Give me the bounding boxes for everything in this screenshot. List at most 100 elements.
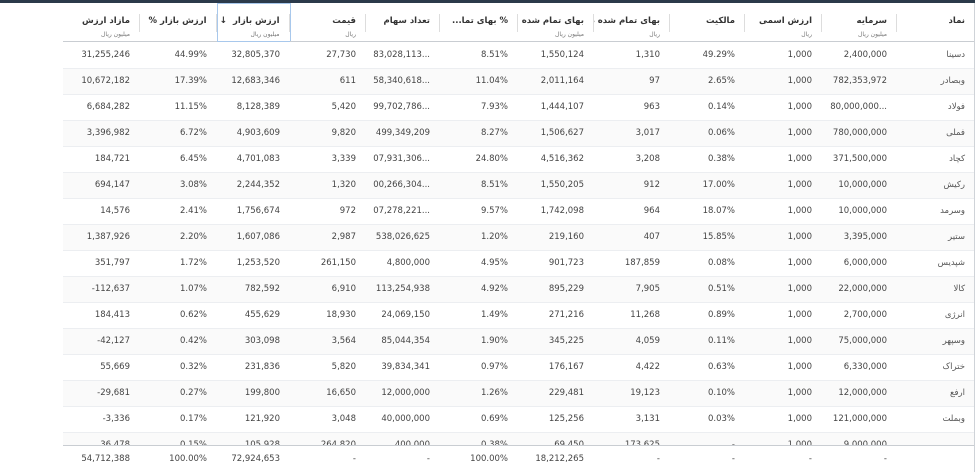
column-header[interactable]: % بهای تما...	[440, 3, 518, 42]
table-cell: 1,000	[745, 406, 822, 433]
table-cell: 1,320	[290, 172, 366, 199]
table-cell: 901,723	[518, 250, 594, 277]
column-unit: ریال	[801, 30, 812, 38]
table-cell: 219,160	[518, 224, 594, 251]
table-cell: 1.90%	[440, 328, 518, 355]
table-cell: 1,000	[745, 354, 822, 381]
table-cell: 1,444,107	[518, 94, 594, 121]
table-cell: 3,336-	[63, 406, 140, 433]
table-cell: 11,268	[594, 302, 670, 329]
column-header[interactable]: مالکیت	[670, 3, 745, 42]
table-row[interactable]: وبملت 121,000,000 1,000 0.03% 3,131 125,256 0.…	[63, 406, 974, 433]
table-row[interactable]: فملی 780,000,000 1,000 0.06% 3,017 1,506,627 8…	[63, 120, 974, 147]
table-body[interactable]: دسینا 2,400,000 1,000 49.29% 1,310 1,550,124 8…	[63, 42, 974, 446]
table-cell: 11.04%	[440, 68, 518, 95]
table-row[interactable]: فولاد ...80,000,000 1,000 0.14% 963 1,444,107…	[63, 94, 974, 121]
table-row[interactable]: وبصادر 782,353,972 1,000 2.65% 97 2,011,164 11…	[63, 68, 974, 95]
column-header[interactable]: بهای تمام شده میلیون ریال	[518, 3, 594, 42]
table-row[interactable]: وسرمد 10,000,000 1,000 18.07% 964 1,742,098 9.…	[63, 198, 974, 225]
table-cell: 9.57%	[440, 198, 518, 225]
table-cell: 1,506,627	[518, 120, 594, 147]
table-cell: 3,208	[594, 146, 670, 173]
table-row[interactable]: ارفع 12,000,000 1,000 0.10% 19,123 229,481 1.2…	[63, 380, 974, 407]
table-cell: 2,244,352	[217, 172, 290, 199]
table-cell: 0.38%	[670, 146, 745, 173]
table-cell: 229,481	[518, 380, 594, 407]
table-cell: 1,253,520	[217, 250, 290, 277]
table-cell: 125,256	[518, 406, 594, 433]
table-cell: 1,756,674	[217, 198, 290, 225]
table-cell: 3,339	[290, 146, 366, 173]
total-cell: -	[594, 446, 670, 472]
table-cell: 1.49%	[440, 302, 518, 329]
column-unit: میلیون ریال	[858, 30, 887, 38]
table-cell: 2,987	[290, 224, 366, 251]
table-row[interactable]: کچاد 371,500,000 1,000 0.38% 3,208 4,516,362 2…	[63, 146, 974, 173]
symbol-cell: ستیر	[897, 224, 974, 251]
table-cell: 55,669	[63, 354, 140, 381]
total-cell: 18,212,265	[518, 446, 594, 472]
table-cell: 9,820	[290, 120, 366, 147]
table-row[interactable]: شپدیس 6,000,000 1,000 0.08% 187,859 901,723 4.…	[63, 250, 974, 277]
table-cell: 18.07%	[670, 198, 745, 225]
table-cell: 2,011,164	[518, 68, 594, 95]
table-cell: ...99,702,786	[366, 94, 440, 121]
symbol-cell: وبصادر	[897, 68, 974, 95]
table-cell: 351,797	[63, 250, 140, 277]
table-cell: 3,396,982	[63, 120, 140, 147]
column-label: بهای تمام شده	[521, 15, 584, 26]
column-header[interactable]: ارزش بازار ↓ میلیون ریال	[216, 3, 291, 42]
table-cell: ...80,000,000	[822, 94, 897, 121]
column-header[interactable]: مازاد ارزش میلیون ریال	[63, 3, 140, 42]
table-row[interactable]: کالا 22,000,000 1,000 0.51% 7,905 895,229 4.92…	[63, 276, 974, 303]
column-header[interactable]: بهای تمام شده ه ریال	[594, 3, 670, 42]
table-cell: 69,450	[518, 432, 594, 446]
table-cell: 1,000	[745, 380, 822, 407]
table-cell: 694,147	[63, 172, 140, 199]
table-cell: 113,254,938	[366, 276, 440, 303]
table-cell: 6,330,000	[822, 354, 897, 381]
total-cell: 100.00%	[440, 446, 518, 472]
table-row[interactable]: وسپهر 75,000,000 1,000 0.11% 4,059 345,225 1.9…	[63, 328, 974, 355]
table-cell: 611	[290, 68, 366, 95]
table-cell: 6.45%	[140, 146, 217, 173]
column-header[interactable]: ارزش اسمی ریال	[745, 3, 822, 42]
table-cell: 6,000,000	[822, 250, 897, 277]
column-label: ارزش بازار	[233, 16, 280, 26]
column-header[interactable]: قیمت ریال	[290, 3, 366, 42]
table-cell: 6.72%	[140, 120, 217, 147]
column-label: قیمت	[332, 15, 356, 26]
table-cell: 40,000,000	[366, 406, 440, 433]
table-cell: 0.32%	[140, 354, 217, 381]
table-cell: 3.08%	[140, 172, 217, 199]
table-cell: 27,730	[290, 42, 366, 69]
table-cell: 782,592	[217, 276, 290, 303]
table-cell: 0.06%	[670, 120, 745, 147]
table-cell: 105,928	[217, 432, 290, 446]
table-row[interactable]: دسینا 2,400,000 1,000 49.29% 1,310 1,550,124 8…	[63, 42, 974, 69]
table-cell: 1,000	[745, 224, 822, 251]
table-cell: 345,225	[518, 328, 594, 355]
table-cell: 14,576	[63, 198, 140, 225]
column-header[interactable]: ارزش بازار %	[140, 3, 217, 42]
table-cell: 42,127-	[63, 328, 140, 355]
column-header[interactable]: سرمایه میلیون ریال	[822, 3, 897, 42]
table-cell: 10,000,000	[822, 198, 897, 225]
table-row[interactable]: ختراک 6,330,000 1,000 0.63% 4,422 176,167 0.97…	[63, 354, 974, 381]
column-unit: ریال	[649, 30, 660, 38]
column-header[interactable]: تعداد سهام	[366, 3, 440, 42]
column-header[interactable]: نماد	[897, 3, 974, 42]
table-cell: 8.51%	[440, 172, 518, 199]
table-row[interactable]: انرژی 2,700,000 1,000 0.89% 11,268 271,216 1.4…	[63, 302, 974, 329]
table-cell: 36,478	[63, 432, 140, 446]
table-row[interactable]: رکیش 10,000,000 1,000 17.00% 912 1,550,205 8.5…	[63, 172, 974, 199]
table-cell: 271,216	[518, 302, 594, 329]
table-cell: 9,000,000	[822, 432, 897, 446]
table-cell: 176,167	[518, 354, 594, 381]
table-cell: 0.63%	[670, 354, 745, 381]
table-row[interactable]: 9,000,000 1,000-173,625 69,450 0.38% 400,000…	[63, 432, 974, 446]
table-row[interactable]: ستیر 3,395,000 1,000 15.85% 407 219,160 1.20% 5…	[63, 224, 974, 251]
table-cell: -	[670, 432, 745, 446]
table-cell: 1,607,086	[217, 224, 290, 251]
column-label: مازاد ارزش	[81, 15, 130, 26]
